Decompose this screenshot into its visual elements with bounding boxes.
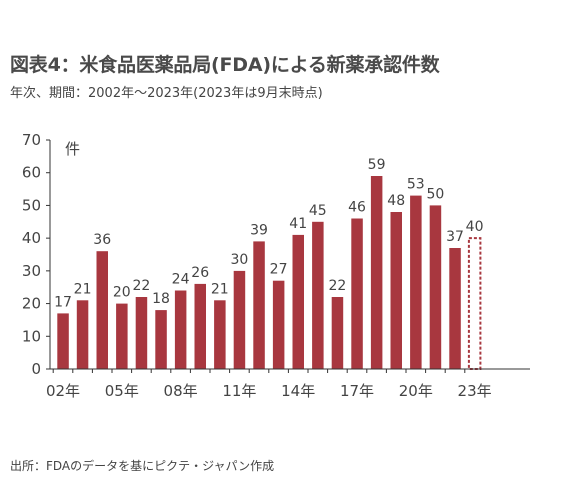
data-label-2018: 59 [368,157,386,173]
x-tick-label: 14年 [281,382,315,400]
y-tick-label: 40 [22,229,41,247]
x-tick-label: 20年 [399,382,433,400]
bar-2018 [370,176,383,369]
data-label-2021: 50 [426,186,444,202]
bar-2013 [272,280,285,369]
bar-2016 [331,297,344,369]
bar-2002 [57,313,69,369]
chart-subtitle: 年次、期間：2002年～2023年(2023年は9月末時点) [10,86,323,101]
data-label-2013: 27 [270,262,288,278]
data-label-2016: 22 [328,278,346,294]
bar-2007 [155,310,167,369]
y-tick-label: 50 [22,196,41,214]
data-label-2014: 41 [289,216,307,232]
data-label-2009: 26 [191,265,209,281]
data-label-2015: 45 [309,203,327,219]
data-label-2011: 30 [230,252,248,268]
bars-group [57,176,482,370]
bar-2015 [312,221,324,369]
bar-2022 [449,248,461,369]
bar-partial-2023 [467,237,482,370]
bar-2017 [351,218,363,369]
y-tick-label: 0 [31,360,41,378]
data-label-2017: 46 [348,200,366,216]
x-tick-label: 23年 [458,382,492,400]
data-label-2002: 17 [54,294,72,310]
data-label-2023: 40 [466,219,484,235]
data-label-2005: 20 [113,285,131,301]
bar-2010 [214,300,226,369]
bar-2012 [253,241,265,369]
chart-title: 図表4：米食品医薬品局(FDA)による新薬承認件数 [10,54,440,76]
data-label-2010: 21 [211,281,229,297]
bar-2014 [292,234,304,369]
data-label-2022: 37 [446,229,464,245]
data-label-2020: 53 [407,177,425,193]
y-tick-label: 30 [22,262,41,280]
bar-2006 [135,297,148,369]
data-label-2003: 21 [74,281,92,297]
y-tick-label: 10 [22,327,41,345]
data-label-2008: 24 [172,272,190,288]
bar-2008 [174,290,187,369]
y-axis-unit-label: 件 [65,140,80,158]
y-tick-label: 20 [22,295,41,313]
bar-2004 [96,251,108,369]
y-tick-label: 60 [22,164,41,182]
data-label-2012: 39 [250,222,268,238]
bar-2005 [116,303,128,369]
bar-2011 [233,270,246,369]
axes-group: 0 10 20 30 40 50 60 70 02年 05年 08年 11年 14年 17年 20年 23年 [22,131,530,400]
bar-2003 [76,300,89,369]
bar-2009 [194,283,206,369]
x-tick-label: 11年 [222,382,256,400]
x-tick-label: 02年 [46,382,80,400]
data-label-2004: 36 [93,232,111,248]
y-tick-label: 70 [22,131,41,149]
data-label-2006: 22 [132,278,150,294]
bar-2019 [390,212,402,369]
data-label-2007: 18 [152,291,170,307]
data-label-2019: 48 [387,193,405,209]
bar-2021 [429,205,442,369]
bar-2020 [410,195,422,369]
x-tick-label: 05年 [105,382,139,400]
x-tick-label: 08年 [164,382,198,400]
x-tick-label: 17年 [340,382,374,400]
source-note: 出所：FDAのデータを基にピクテ・ジャパン作成 [10,459,275,473]
